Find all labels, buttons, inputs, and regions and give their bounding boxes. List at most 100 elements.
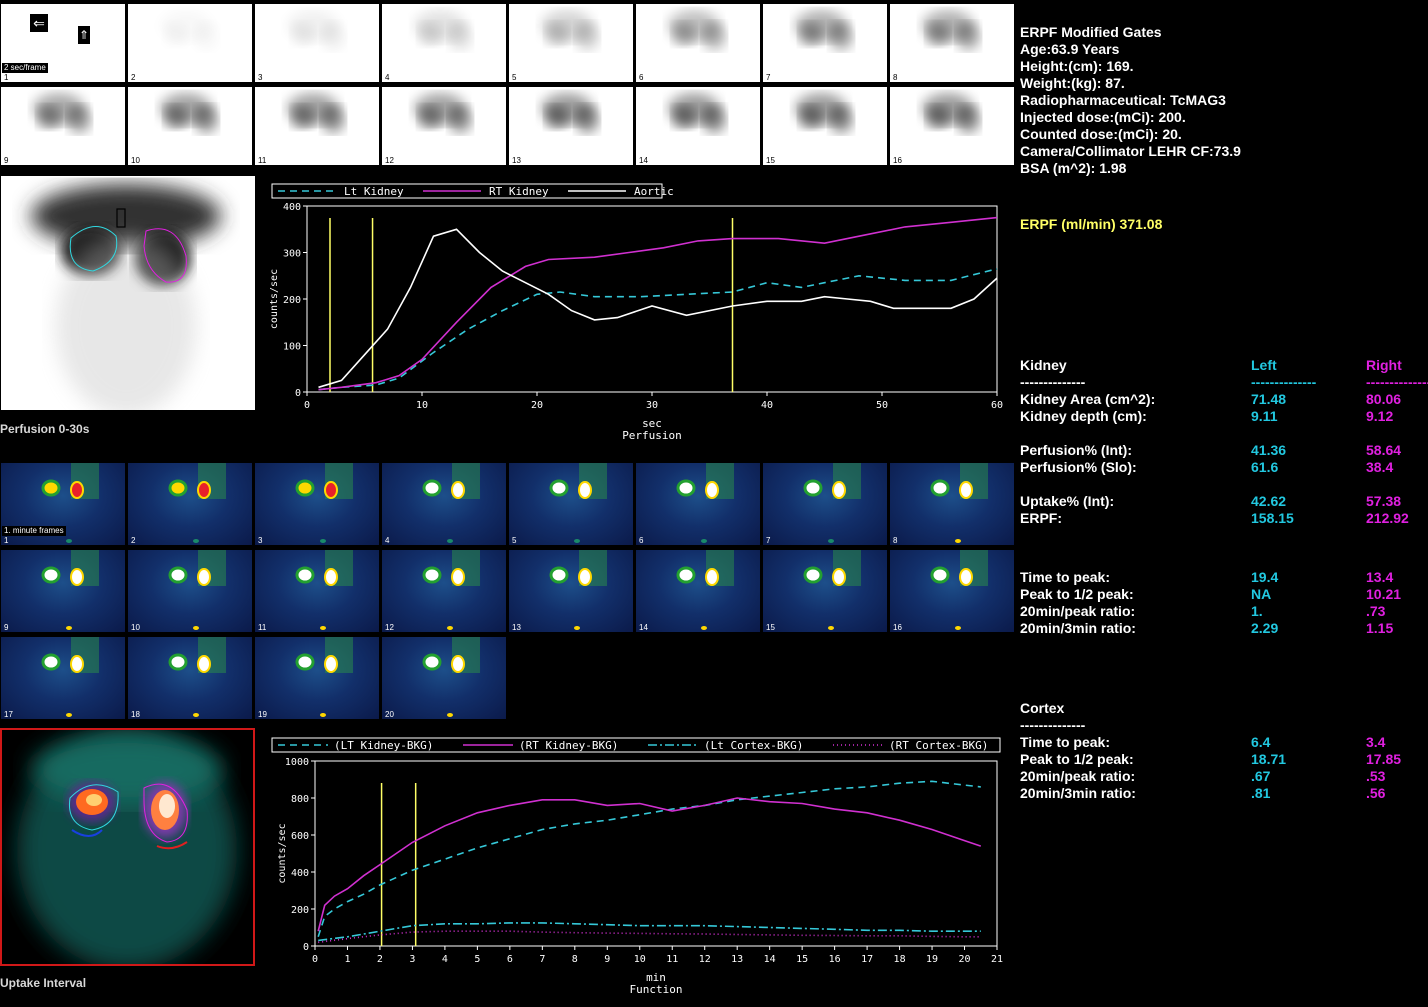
perfusion-frame[interactable]: 13	[509, 87, 633, 165]
perfusion-frame[interactable]: 16	[890, 87, 1014, 165]
perfusion-frame[interactable]: 4	[382, 4, 506, 82]
legend-label: RT Kidney	[489, 185, 549, 198]
frame-number: 4	[385, 536, 390, 545]
right-column-heading: Right	[1366, 357, 1402, 373]
x-tick-label: 4	[442, 954, 448, 965]
y-tick-label: 300	[283, 249, 301, 260]
minute-frame[interactable]: 6	[636, 463, 760, 545]
minute-frame[interactable]: 13	[509, 550, 633, 632]
minute-frame[interactable]: 5	[509, 463, 633, 545]
function-chart: (LT Kidney-BKG) (RT Kidney-BKG) (Lt Cortex…	[265, 736, 1005, 1002]
left-arrow-icon[interactable]: ⇐	[30, 14, 48, 32]
minute-frame[interactable]: 12	[382, 550, 506, 632]
frame-number: 9	[3, 156, 10, 165]
minute-frame[interactable]: 20	[382, 637, 506, 719]
metric-label: Kidney Area (cm^2):	[1020, 391, 1156, 407]
left-value: 41.36	[1251, 442, 1287, 458]
x-tick-label: 1	[344, 954, 350, 965]
minute-frame[interactable]: 18	[128, 637, 252, 719]
perfusion-frame[interactable]: 10	[128, 87, 252, 165]
x-tick-label: 9	[604, 954, 610, 965]
left-value: 61.6	[1251, 459, 1279, 475]
x-axis-label: min	[646, 971, 666, 984]
frame-number: 10	[130, 156, 141, 165]
minute-frame[interactable]: 16	[890, 550, 1014, 632]
x-tick-label: 0	[304, 400, 310, 411]
height-text: Height:(cm): 169.	[1020, 58, 1134, 74]
perfusion-frame[interactable]: 14	[636, 87, 760, 165]
minute-frame[interactable]: 10	[128, 550, 252, 632]
study-title: ERPF Modified Gates	[1020, 24, 1162, 40]
x-tick-label: 12	[699, 954, 711, 965]
perfusion-frame[interactable]: 6	[636, 4, 760, 82]
frame-number: 3	[257, 73, 264, 82]
metric-label: ERPF:	[1020, 510, 1062, 526]
up-arrow-icon[interactable]: ⇑	[78, 26, 90, 44]
minute-frame[interactable]: 4	[382, 463, 506, 545]
perfusion-frame[interactable]: 2	[128, 4, 252, 82]
x-axis-label: sec	[642, 417, 662, 430]
cortex-heading: Cortex	[1020, 700, 1065, 716]
minute-frame[interactable]: 17	[1, 637, 125, 719]
right-separator: --------------	[1366, 374, 1428, 390]
minute-frame[interactable]: 14	[636, 550, 760, 632]
x-tick-label: 50	[876, 400, 888, 411]
frame-number: 19	[258, 710, 267, 719]
perfusion-frame[interactable]: 15	[763, 87, 887, 165]
minute-frame[interactable]: 15	[763, 550, 887, 632]
x-tick-label: 16	[829, 954, 841, 965]
frame-number: 16	[893, 623, 902, 632]
minute-frame[interactable]: 3	[255, 463, 379, 545]
frame-number: 17	[4, 710, 13, 719]
y-axis-label: counts/sec	[269, 269, 280, 329]
minute-frame[interactable]: 9	[1, 550, 125, 632]
x-tick-label: 40	[761, 400, 773, 411]
uptake-interval-image	[0, 728, 255, 966]
frame-number: 9	[4, 623, 9, 632]
legend-label: (RT Cortex-BKG)	[889, 739, 988, 752]
series-line	[318, 922, 981, 942]
left-value: 1.	[1251, 603, 1263, 619]
right-value: 1.15	[1366, 620, 1394, 636]
minute-frame[interactable]: 11	[255, 550, 379, 632]
left-value: 2.29	[1251, 620, 1279, 636]
minute-frame[interactable]: 8	[890, 463, 1014, 545]
x-tick-label: 21	[991, 954, 1003, 965]
metric-label: Perfusion% (Slo):	[1020, 459, 1137, 475]
perfusion-frame[interactable]: 8	[890, 4, 1014, 82]
perfusion-frame[interactable]: 3	[255, 4, 379, 82]
uptake-image-label: Uptake Interval	[0, 976, 87, 990]
perfusion-frame[interactable]: 7	[763, 4, 887, 82]
frame-number: 14	[639, 623, 648, 632]
legend-label: Aortic	[634, 185, 674, 198]
legend-box	[271, 183, 663, 199]
left-separator: --------------	[1251, 374, 1317, 390]
perfusion-frame[interactable]: 12	[382, 87, 506, 165]
legend-box	[271, 737, 1001, 753]
minute-frame[interactable]: 7	[763, 463, 887, 545]
minute-frame[interactable]: 19	[255, 637, 379, 719]
frame-number: 11	[257, 156, 268, 165]
bsa-text: BSA (m^2): 1.98	[1020, 160, 1127, 176]
metric-label: Peak to 1/2 peak:	[1020, 586, 1134, 602]
perfusion-chart: Lt Kidney RT Kidney Aortic 0 10 20 30 40 50 60 0 10…	[265, 182, 1005, 447]
left-column-heading: Left	[1251, 357, 1277, 373]
right-value: 212.92	[1366, 510, 1409, 526]
perfusion-image-label: Perfusion 0-30s	[0, 422, 90, 436]
legend-label: (LT Kidney-BKG)	[334, 739, 433, 752]
perfusion-frame[interactable]: 11	[255, 87, 379, 165]
x-tick-label: 3	[409, 954, 415, 965]
left-value: .67	[1251, 768, 1271, 784]
frame-number: 4	[384, 73, 391, 82]
x-tick-label: 17	[861, 954, 873, 965]
perfusion-frame[interactable]: 9	[1, 87, 125, 165]
right-value: 17.85	[1366, 751, 1402, 767]
frame-number: 7	[765, 73, 772, 82]
right-value: .56	[1366, 785, 1386, 801]
x-tick-label: 7	[539, 954, 545, 965]
frame-number: 5	[512, 536, 517, 545]
legend-label: Lt Kidney	[344, 185, 404, 198]
perfusion-frame[interactable]: 5	[509, 4, 633, 82]
left-value: 9.11	[1251, 408, 1278, 424]
minute-frame[interactable]: 2	[128, 463, 252, 545]
